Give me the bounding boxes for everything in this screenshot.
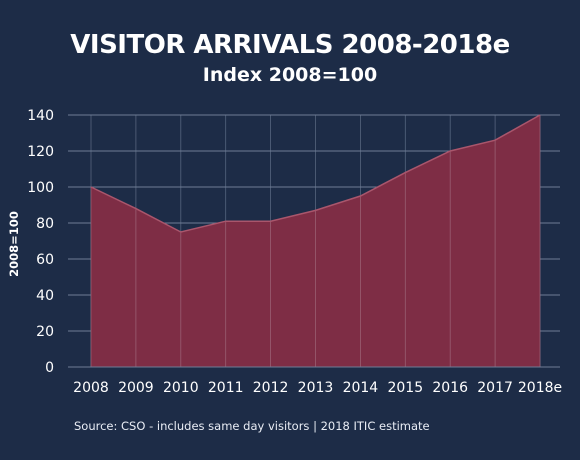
x-tick-label: 2010	[163, 380, 199, 396]
x-tick-label: 2016	[432, 380, 468, 396]
x-tick-label: 2014	[343, 380, 379, 396]
y-axis-label: 2008=100	[7, 211, 21, 277]
x-tick-label: 2012	[253, 380, 289, 396]
source-note: Source: CSO - includes same day visitors…	[74, 419, 430, 433]
x-axis: 2008 2009 2010 2011 2012 2013 2014 2015 2016 2017…	[68, 366, 562, 396]
chart-subtitle: Index 2008=100	[202, 64, 378, 86]
x-tick-label: 2015	[387, 380, 423, 396]
y-tick-label: 80	[36, 216, 54, 232]
y-tick-label: 0	[45, 360, 54, 376]
y-tick-label: 60	[36, 252, 54, 268]
x-tick-label: 2017	[477, 380, 513, 396]
y-tick-label: 120	[27, 144, 54, 160]
x-tick-label: 2008	[73, 380, 109, 396]
x-tick-label: 2011	[208, 380, 244, 396]
area-series	[90, 114, 541, 367]
y-tick-label: 140	[27, 108, 54, 124]
x-tick-label: 2009	[118, 380, 154, 396]
x-tick-label: 2018e	[518, 380, 562, 396]
y-tick-label: 20	[36, 324, 54, 340]
x-tick-label: 2013	[298, 380, 334, 396]
y-axis: 0 20 40 60 80 100 120 140	[27, 108, 54, 376]
y-tick-label: 40	[36, 288, 54, 304]
y-tick-label: 100	[27, 180, 54, 196]
chart-title: VISITOR ARRIVALS 2008-2018e	[70, 30, 510, 60]
